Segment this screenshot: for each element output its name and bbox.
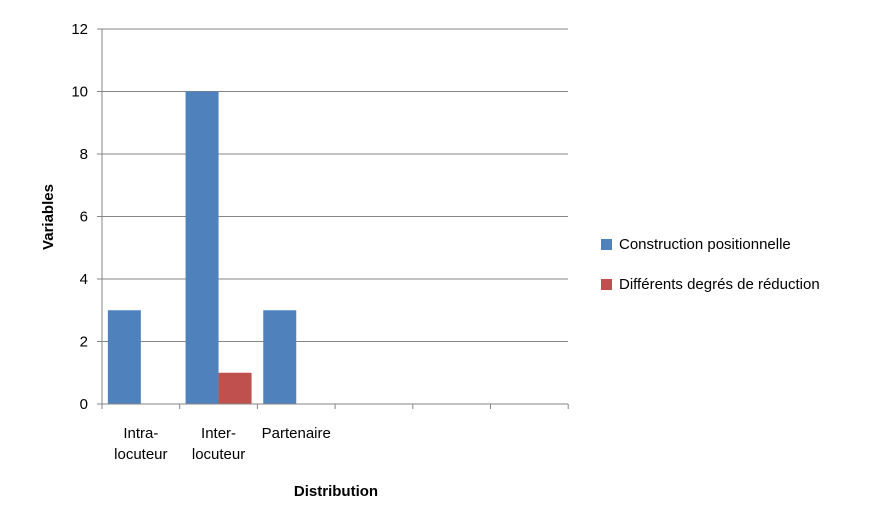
x-tick-labels: Intra-locuteur Inter-locuteur Partenaire [114, 425, 331, 463]
legend-label: Construction positionnelle [619, 236, 791, 253]
bar-construction [107, 310, 141, 404]
legend-swatch [601, 279, 612, 290]
x-tick-label: locuteur [114, 446, 167, 463]
y-tick-label: 8 [80, 146, 88, 163]
x-tick-label: locuteur [192, 446, 245, 463]
gridlines [102, 28, 568, 342]
y-tick-label: 4 [80, 271, 88, 288]
legend-swatch [601, 239, 612, 250]
bar-construction [263, 310, 297, 404]
y-tick-labels: 0 2 4 6 8 10 12 [71, 21, 88, 413]
x-axis-label: Distribution [294, 483, 378, 500]
y-tick-label: 2 [80, 334, 88, 351]
y-tick-label: 0 [80, 396, 88, 413]
y-tick-label: 10 [71, 84, 88, 101]
y-tick-label: 12 [71, 21, 88, 38]
bar-construction [185, 91, 219, 404]
y-tick-label: 6 [80, 209, 88, 226]
bar-reduction [218, 372, 252, 404]
x-tick-label: Partenaire [262, 425, 331, 442]
x-tick-label: Inter- [201, 425, 236, 442]
legend-label: Différents degrés de réduction [619, 276, 820, 293]
axes [97, 28, 569, 409]
x-tick-label: Intra- [123, 425, 158, 442]
bars [107, 91, 297, 404]
legend: Construction positionnelle Différents deg… [601, 236, 820, 293]
y-axis-label: Variables [40, 184, 57, 250]
